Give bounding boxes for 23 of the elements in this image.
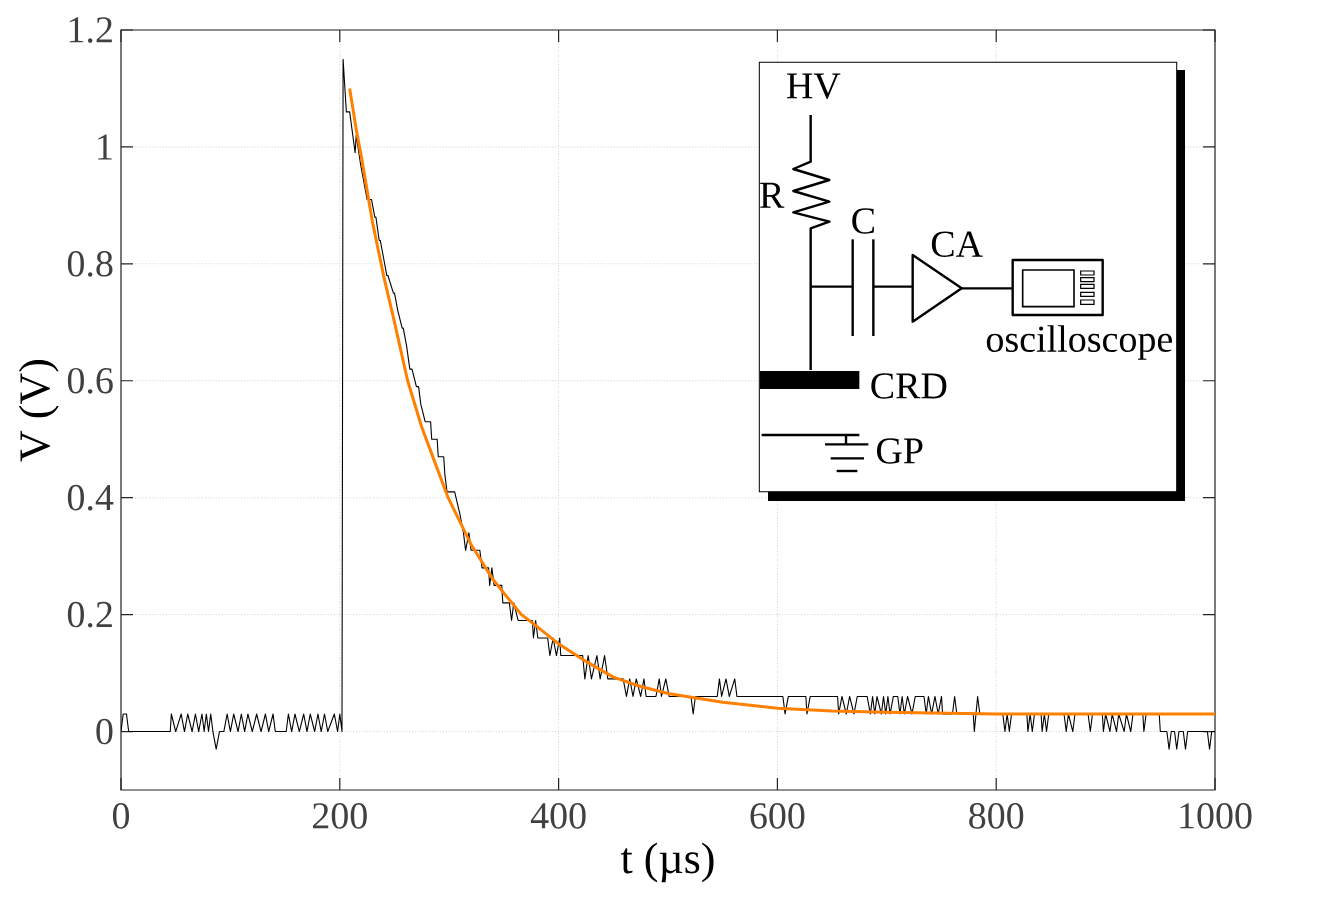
x-tick-label: 800 [969,803,1024,829]
annotation: CA [931,231,983,258]
x-tick-label: 200 [312,803,367,829]
annotation: CRD [871,373,947,399]
y-tick-label: 0 [96,718,113,745]
annotation: R [760,182,785,208]
y-tick-label: 0.8 [67,250,113,277]
y-tick-label: 0.4 [67,484,114,511]
x-tick-label: 600 [750,803,805,829]
x-axis-title: t (µs) [620,842,714,883]
line-series [121,58,1216,750]
y-tick-label: 0.6 [67,367,113,394]
x-tick-label: 400 [530,803,586,829]
y-tick-label: 0.2 [67,601,112,628]
annotation: GP [876,438,923,464]
x-tick-label: 0 [112,803,130,829]
y-tick-label: 1 [98,134,112,160]
annotation: oscilloscope [986,325,1172,360]
y-tick-label: 1.2 [69,17,112,43]
y-axis-title: V (V) [18,360,59,462]
x-tick-label: 1000 [1180,803,1252,829]
annotation: HV [787,73,841,99]
annotation: C [852,208,874,234]
